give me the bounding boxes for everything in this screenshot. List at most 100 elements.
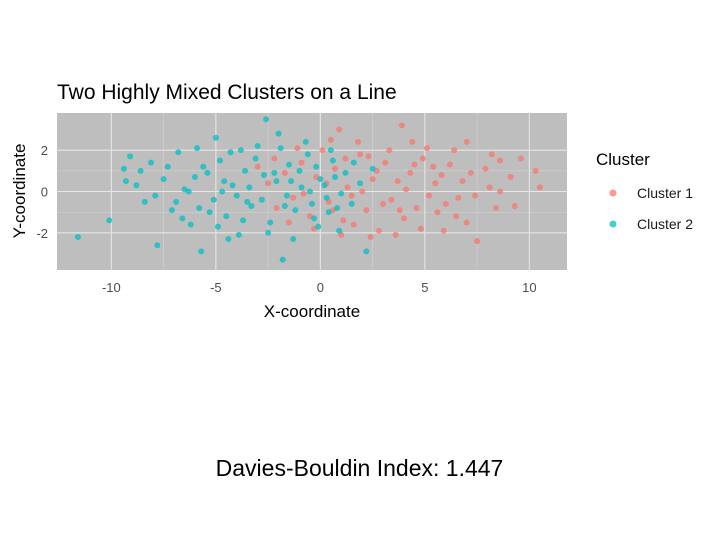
point-cluster-2	[338, 190, 345, 197]
point-cluster-2	[227, 149, 234, 156]
point-cluster-2	[127, 153, 134, 160]
point-cluster-1	[426, 192, 433, 199]
point-cluster-1	[438, 171, 445, 178]
legend: Cluster Cluster 1 Cluster 2	[596, 150, 693, 232]
point-cluster-1	[497, 157, 504, 164]
point-cluster-2	[106, 217, 113, 224]
point-cluster-2	[242, 167, 249, 174]
point-cluster-1	[286, 219, 293, 226]
point-cluster-1	[265, 180, 272, 187]
point-cluster-2	[277, 145, 284, 152]
point-cluster-1	[365, 153, 372, 160]
point-cluster-2	[206, 209, 213, 216]
point-cluster-2	[141, 198, 148, 205]
x-tick-label: -5	[210, 280, 222, 295]
point-cluster-1	[350, 221, 357, 228]
point-cluster-1	[327, 136, 334, 143]
point-cluster-1	[413, 205, 420, 212]
point-cluster-2	[137, 167, 144, 174]
point-cluster-1	[294, 145, 301, 152]
point-cluster-2	[336, 227, 343, 234]
point-cluster-2	[212, 134, 219, 141]
point-cluster-1	[342, 155, 349, 162]
point-cluster-2	[179, 215, 186, 222]
point-cluster-1	[507, 174, 514, 181]
point-cluster-2	[357, 180, 364, 187]
point-cluster-1	[290, 194, 297, 201]
point-cluster-1	[459, 178, 466, 185]
point-cluster-2	[221, 178, 228, 185]
point-cluster-1	[432, 180, 439, 187]
point-cluster-2	[248, 202, 255, 209]
point-cluster-1	[407, 169, 414, 176]
y-axis-title: Y-coordinate	[10, 144, 29, 239]
x-axis-ticks: -10 -5 0 5 10	[102, 280, 537, 295]
point-cluster-2	[214, 223, 221, 230]
point-cluster-1	[492, 205, 499, 212]
point-cluster-2	[350, 159, 357, 166]
point-cluster-1	[367, 233, 374, 240]
point-cluster-2	[271, 169, 278, 176]
point-cluster-2	[133, 182, 140, 189]
point-cluster-1	[486, 184, 493, 191]
point-cluster-1	[403, 186, 410, 193]
point-cluster-2	[327, 147, 334, 154]
point-cluster-1	[354, 138, 361, 145]
point-cluster-2	[331, 174, 338, 181]
point-cluster-2	[237, 147, 244, 154]
point-cluster-1	[319, 147, 326, 154]
point-cluster-1	[375, 227, 382, 234]
point-cluster-2	[265, 229, 272, 236]
point-cluster-1	[380, 200, 387, 207]
point-cluster-1	[340, 217, 347, 224]
point-cluster-1	[518, 155, 525, 162]
point-cluster-1	[348, 192, 355, 199]
point-cluster-2	[210, 196, 217, 203]
x-tick-label: 0	[317, 280, 324, 295]
point-cluster-1	[411, 161, 418, 168]
x-tick-label: -10	[102, 280, 121, 295]
point-cluster-1	[388, 196, 395, 203]
point-cluster-1	[254, 163, 261, 170]
point-cluster-1	[511, 202, 518, 209]
point-cluster-2	[187, 221, 194, 228]
grid-lines	[57, 113, 567, 270]
point-cluster-1	[336, 126, 343, 133]
point-cluster-1	[419, 155, 426, 162]
point-cluster-1	[423, 145, 430, 152]
point-cluster-2	[267, 219, 274, 226]
point-cluster-2	[235, 231, 242, 238]
point-cluster-2	[281, 202, 288, 209]
point-cluster-1	[396, 207, 403, 214]
point-cluster-2	[323, 194, 330, 201]
point-cluster-2	[292, 207, 299, 214]
point-cluster-1	[532, 167, 539, 174]
point-cluster-2	[148, 159, 155, 166]
point-cluster-1	[463, 138, 470, 145]
point-cluster-1	[463, 219, 470, 226]
point-cluster-2	[219, 188, 226, 195]
point-cluster-2	[263, 116, 270, 123]
point-cluster-2	[313, 163, 320, 170]
legend-label-cluster-2: Cluster 2	[637, 216, 693, 232]
point-cluster-2	[204, 169, 211, 176]
point-cluster-1	[442, 200, 449, 207]
point-cluster-2	[296, 167, 303, 174]
chart-title: Two Highly Mixed Clusters on a Line	[57, 81, 397, 104]
y-tick-label: -2	[36, 226, 48, 241]
y-tick-label: 0	[41, 185, 48, 200]
legend-label-cluster-1: Cluster 1	[637, 185, 693, 201]
point-cluster-2	[311, 215, 318, 222]
point-cluster-1	[446, 161, 453, 168]
point-cluster-2	[334, 205, 341, 212]
point-cluster-2	[363, 248, 370, 255]
point-cluster-2	[120, 165, 127, 172]
x-tick-label: 10	[522, 280, 536, 295]
data-points	[74, 116, 543, 263]
point-cluster-1	[409, 138, 416, 145]
point-cluster-2	[152, 192, 159, 199]
point-cluster-2	[175, 149, 182, 156]
point-cluster-1	[453, 213, 460, 220]
point-cluster-1	[455, 194, 462, 201]
